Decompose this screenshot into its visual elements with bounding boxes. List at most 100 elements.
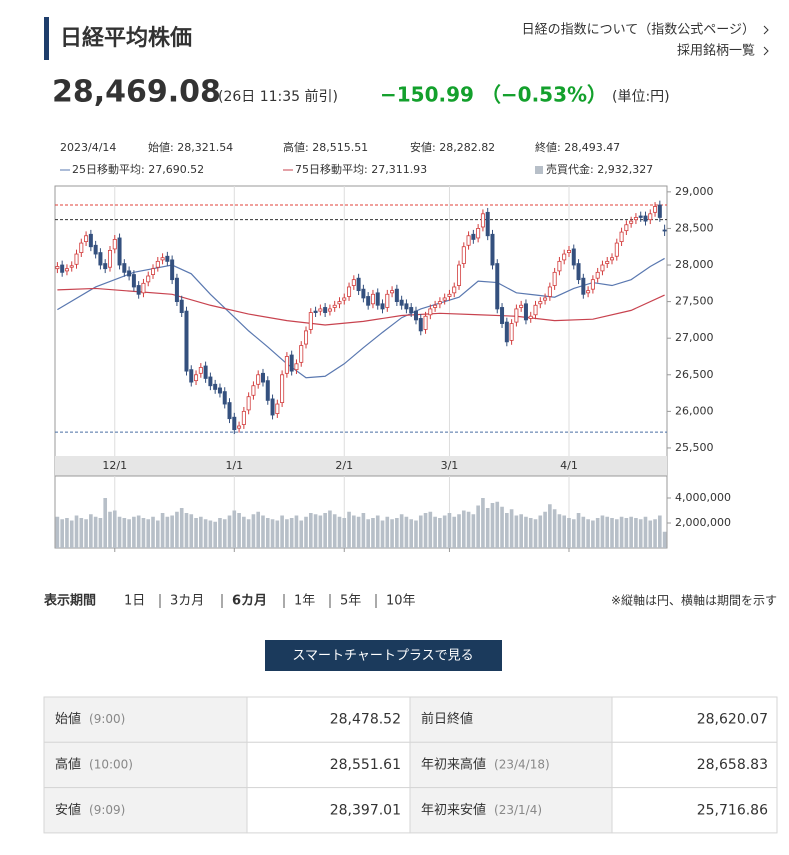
title-bar	[44, 17, 49, 60]
volume-bar	[409, 519, 414, 548]
volume-bar	[136, 515, 141, 548]
candle-body	[361, 288, 366, 299]
page-title: 日経平均株価	[60, 25, 192, 51]
volume-bar	[461, 510, 466, 548]
info-low: 安値: 28,282.82	[410, 140, 495, 154]
period-option[interactable]: 1年	[294, 594, 315, 609]
candle-body	[433, 304, 438, 308]
candle-body	[60, 264, 65, 273]
table-label: 年初来高値	[421, 756, 486, 772]
volume-bar	[581, 516, 586, 548]
candle-body	[313, 310, 318, 313]
candle-body	[74, 253, 79, 265]
candle-body	[509, 323, 514, 341]
x-tick-label: 3/1	[441, 459, 459, 472]
candle-body	[107, 249, 112, 268]
volume-bar	[586, 519, 590, 548]
volume-bar	[103, 498, 108, 548]
volume-bar	[232, 510, 237, 548]
table-label: 前日終値	[421, 711, 473, 727]
volume-bar	[261, 515, 265, 548]
volume-bar	[60, 519, 64, 548]
button-label[interactable]: スマートチャートプラスで見る	[292, 649, 473, 664]
volume-bar	[141, 518, 146, 548]
volume-bar	[318, 515, 323, 548]
date-band	[55, 456, 667, 476]
candle-body	[318, 308, 323, 312]
candle-body	[275, 403, 280, 414]
candle-body	[165, 255, 170, 262]
volume-bar	[538, 515, 543, 548]
index-link[interactable]: 日経の指数について（指数公式ページ）	[522, 23, 755, 38]
volume-bar	[638, 519, 643, 548]
candle-body	[160, 257, 165, 261]
candle-body	[256, 374, 261, 385]
volume-bar	[629, 516, 633, 548]
volume-bar	[294, 515, 299, 548]
volume-legend: 売買代金: 2,932,327	[546, 162, 653, 176]
constituents-link[interactable]: 採用銘柄一覧	[677, 43, 755, 59]
candle-body	[146, 275, 151, 283]
volume-bar	[447, 513, 452, 548]
candle-body	[461, 246, 466, 264]
candle-body	[590, 279, 595, 290]
candle-body	[557, 260, 562, 272]
volume-bar	[471, 514, 476, 548]
volume-tick-label: 4,000,000	[675, 491, 731, 504]
chevron	[763, 46, 769, 56]
period-option[interactable]: 10年	[386, 594, 416, 609]
candle-body	[600, 264, 605, 272]
candle-body	[476, 228, 481, 239]
volume-bar	[438, 518, 442, 548]
volume-bar	[505, 513, 509, 548]
volume-bar	[170, 515, 174, 548]
volume-bar	[452, 516, 457, 548]
candle-body	[232, 416, 237, 431]
volume-bar	[227, 515, 232, 548]
y-tick-label: 25,500	[675, 441, 714, 454]
candle-body	[471, 233, 476, 240]
volume-bar	[658, 515, 662, 548]
candle-body	[409, 307, 414, 313]
volume-bar	[562, 515, 567, 548]
candle-body	[605, 260, 610, 264]
table-value: 28,658.83	[697, 757, 768, 773]
period-option[interactable]: 3カ月	[170, 594, 204, 609]
candle-body	[423, 315, 428, 330]
table-value-cell	[246, 787, 411, 834]
volume-bar	[500, 506, 504, 548]
volume-bar	[89, 514, 93, 548]
candle-body	[380, 303, 385, 310]
price-change: −150.99 （−0.53%）	[380, 83, 607, 107]
smart-chart-button[interactable]	[265, 640, 502, 671]
candle-body	[155, 260, 160, 268]
period-option[interactable]: 6カ月	[232, 594, 267, 609]
candle-body	[571, 248, 576, 266]
volume-bar	[146, 519, 151, 548]
candle-body	[222, 391, 227, 405]
y-tick-label: 27,000	[675, 331, 714, 344]
period-option[interactable]: 1日	[124, 594, 145, 609]
table-label-cell	[43, 696, 248, 743]
volume-bar	[179, 508, 184, 548]
candle-body	[437, 301, 442, 305]
candle-body	[653, 206, 658, 213]
volume-bar	[624, 518, 629, 548]
volume-bar	[519, 514, 523, 548]
table-value: 28,620.07	[697, 712, 768, 728]
period-option[interactable]: 5年	[340, 594, 361, 609]
volume-bar	[495, 501, 500, 548]
candle-body	[347, 286, 352, 297]
candle-body	[308, 312, 313, 330]
candle-body	[84, 235, 89, 243]
volume-bar	[189, 514, 194, 548]
candle-body	[514, 308, 519, 323]
volume-bar	[323, 513, 327, 548]
chevron	[763, 25, 769, 35]
candle-body	[523, 303, 528, 321]
legend-entry: 75日移動平均: 27,311.93	[295, 162, 427, 176]
candle-body	[151, 268, 156, 275]
y-tick-label: 29,000	[675, 185, 714, 198]
candle-body	[141, 282, 146, 294]
